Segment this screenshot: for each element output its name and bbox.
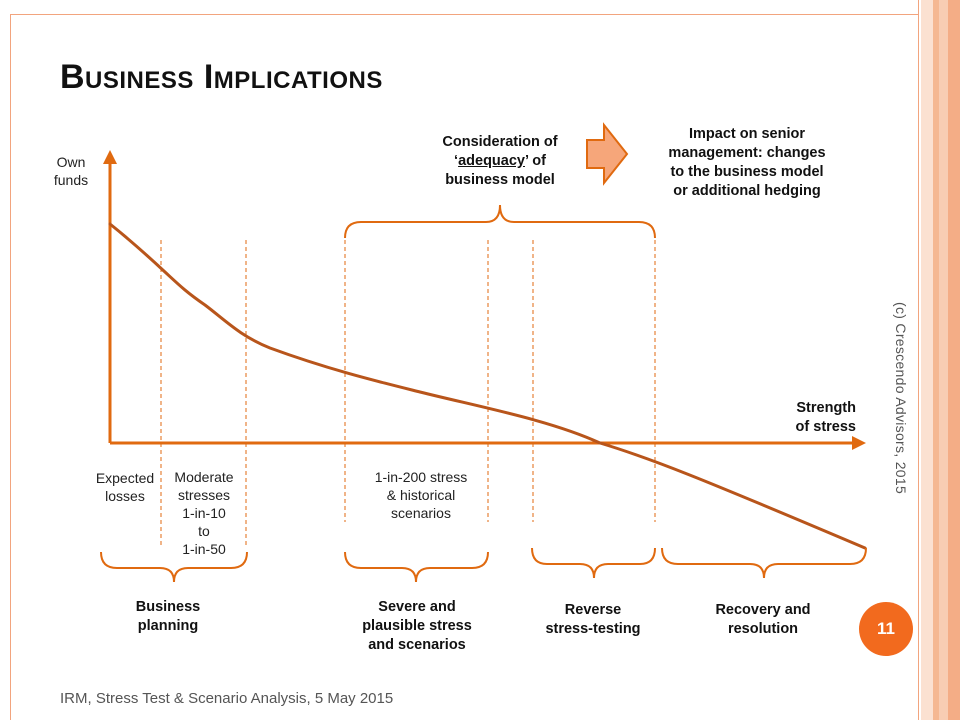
moderate-line: Moderate <box>174 469 234 485</box>
reverse-stress-brace <box>531 547 656 579</box>
y-axis-label: Own funds <box>40 153 102 189</box>
moderate-line: to <box>198 523 210 539</box>
recovery-label: Recovery and resolution <box>696 601 830 639</box>
expected-losses-label: Expected losses <box>84 469 166 505</box>
expected-line: Expected <box>95 470 155 486</box>
y-axis-label-line: funds <box>53 172 89 188</box>
severe-scenarios-label: Severe and plausible stress and scenario… <box>340 598 494 655</box>
reverse-line: stress-testing <box>545 621 641 637</box>
severe-scenarios-brace <box>344 551 489 583</box>
consideration-line: ‘adequacy’ of <box>420 152 580 171</box>
impact-arrow-icon <box>586 122 629 186</box>
consideration-label: Consideration of ‘adequacy’ of business … <box>420 133 580 190</box>
moderate-stresses-label: Moderate stresses 1-in-10 to 1-in-50 <box>160 468 248 558</box>
impact-line: Impact on senior <box>688 126 806 142</box>
recovery-line: resolution <box>727 621 799 637</box>
decorative-stripe <box>921 0 933 720</box>
moderate-line: stresses <box>177 487 231 503</box>
business-planning-label: Business planning <box>108 598 228 636</box>
decorative-stripe <box>933 0 939 720</box>
slide-frame-left <box>10 14 11 720</box>
severe-scenarios-line: Severe and <box>378 599 456 615</box>
copyright-text: (c) Crescendo Advisors, 2015 <box>893 302 909 495</box>
severe-line: scenarios <box>391 505 451 521</box>
x-axis-label-line: Strength <box>796 400 856 416</box>
consideration-brace <box>344 204 656 239</box>
moderate-line: 1-in-10 <box>182 505 226 521</box>
recovery-brace <box>661 547 867 579</box>
severe-scenarios-line: and scenarios <box>368 637 466 653</box>
slide-frame-right <box>918 0 919 720</box>
slide-title: Business Implications <box>60 58 383 96</box>
y-axis-arrowhead <box>103 150 117 164</box>
x-axis-label-line: of stress <box>795 419 856 435</box>
page-number-badge: 11 <box>859 602 913 656</box>
y-axis-label-line: Own <box>56 154 86 170</box>
business-planning-brace <box>100 551 248 583</box>
slide-frame-top <box>10 14 918 15</box>
severe-line: 1-in-200 stress <box>374 469 468 485</box>
decorative-stripe <box>948 0 960 720</box>
quote-close: ’ of <box>524 153 546 169</box>
business-line: planning <box>137 618 199 634</box>
moderate-line: 1-in-50 <box>182 541 226 557</box>
decorative-stripe <box>939 0 948 720</box>
business-line: Business <box>135 599 201 615</box>
consideration-line: Consideration of <box>442 134 558 150</box>
adequacy-word: adequacy <box>458 153 525 169</box>
x-axis-label: Strength of stress <box>736 399 856 437</box>
severe-line: & historical <box>386 487 456 503</box>
impact-line: or additional hedging <box>673 183 821 199</box>
recovery-line: Recovery and <box>715 602 811 618</box>
impact-line: management: changes <box>668 145 826 161</box>
expected-line: losses <box>105 488 145 504</box>
own-funds-curve <box>108 222 867 550</box>
severe-scenarios-line: plausible stress <box>362 618 472 634</box>
reverse-line: Reverse <box>564 602 622 618</box>
severe-stress-label: 1-in-200 stress & historical scenarios <box>350 468 492 522</box>
consideration-line: business model <box>445 172 555 188</box>
impact-line: to the business model <box>670 164 824 180</box>
impact-label: Impact on senior management: changes to … <box>640 125 854 201</box>
footer-text: IRM, Stress Test & Scenario Analysis, 5 … <box>60 690 394 707</box>
quote-open: ‘ <box>454 153 459 169</box>
reverse-stress-label: Reverse stress-testing <box>528 601 658 639</box>
x-axis-arrowhead <box>852 436 866 450</box>
